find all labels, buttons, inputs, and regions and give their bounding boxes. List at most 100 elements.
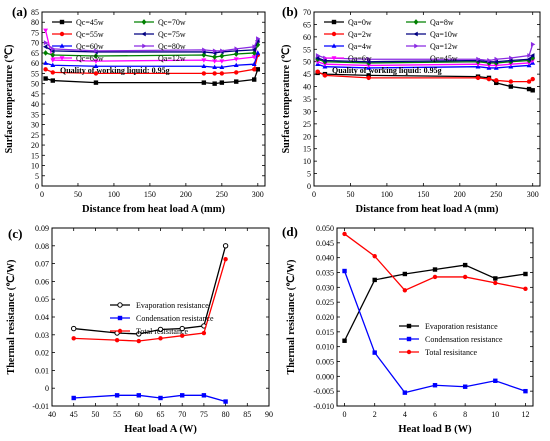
data-point — [526, 56, 531, 62]
data-point — [526, 86, 532, 92]
panel-b: (b) 0 5 10 15 20 25 30 35 40 45 50 55 60 65 70 0 50 100 150… — [281, 4, 541, 215]
data-point — [71, 325, 77, 332]
data-point — [462, 262, 468, 268]
data-point — [432, 267, 438, 272]
plot-frame — [41, 11, 266, 187]
legend-swatch-marker — [141, 31, 146, 37]
data-point — [252, 77, 257, 82]
x-tick-label: 250 — [490, 190, 502, 199]
legend-swatch-marker — [59, 56, 65, 61]
series-total-resisitance — [342, 231, 528, 293]
x-tick-label: 150 — [144, 190, 156, 199]
data-point — [93, 59, 99, 64]
data-point — [372, 350, 377, 355]
x-tick-label: 50 — [91, 410, 99, 419]
data-point — [462, 384, 468, 389]
x-tick-label: 300 — [527, 190, 539, 199]
data-point — [157, 326, 164, 333]
legend-label: Condensation resistance — [136, 314, 214, 323]
data-point — [486, 63, 492, 69]
legend-label: Total resisitance — [425, 348, 478, 357]
x-tick-label: 70 — [178, 410, 186, 419]
legend-swatch-marker — [141, 19, 147, 25]
data-point — [51, 46, 56, 52]
legend: Evaporation resistance Condensation resis… — [399, 322, 503, 357]
y-tick-label: 60 — [31, 59, 39, 68]
data-point — [402, 390, 408, 395]
y-axis-label: Surface temperature (℃) — [281, 45, 292, 154]
y-axis-label: Thermal resistance (℃/W) — [6, 260, 17, 375]
y-tick-label: -0.010 — [313, 402, 334, 411]
data-point — [255, 41, 261, 48]
data-point — [315, 53, 321, 58]
x-axis-ticks: 0 50 100 150 200 250 300 — [40, 12, 264, 199]
y-tick-label: 45 — [303, 70, 311, 79]
data-point — [234, 70, 239, 75]
data-point — [342, 231, 347, 237]
data-point — [219, 53, 225, 59]
series-qa-2w — [315, 69, 535, 84]
y-tick-label: 0.005 — [316, 358, 334, 367]
y-tick-label: -0.005 — [313, 387, 334, 396]
data-point — [322, 62, 328, 67]
x-tick-label: 8 — [463, 410, 467, 419]
legend-swatch-marker — [117, 302, 123, 308]
data-point — [342, 338, 347, 343]
data-point — [114, 337, 120, 343]
data-point — [402, 271, 408, 277]
data-point — [201, 330, 207, 336]
data-point — [530, 53, 535, 58]
x-tick-label: 75 — [200, 410, 208, 419]
data-point — [493, 63, 499, 69]
x-tick-label: 300 — [252, 190, 264, 199]
y-tick-label: -0.01 — [32, 402, 49, 411]
panel-d: (d) -0.010 -0.005 0.000 0.005 0.010 0.015 0.020… — [282, 224, 534, 435]
y-tick-label: 0.08 — [35, 242, 49, 251]
data-point — [158, 395, 163, 401]
y-tick-label: 0.010 — [316, 343, 334, 352]
x-tick-label: 45 — [70, 410, 78, 419]
y-tick-label: 0.040 — [316, 254, 334, 263]
data-point — [530, 76, 535, 82]
data-point — [315, 69, 320, 74]
legend-note: Quality of working liquid: 0.95g — [332, 66, 442, 75]
legend-label: Qc=60w — [76, 42, 104, 51]
series-qc-80w — [43, 36, 261, 54]
series-total-resisitance — [71, 256, 228, 344]
y-tick-label: 70 — [303, 8, 311, 17]
data-point — [494, 80, 499, 86]
data-point — [219, 71, 225, 76]
data-point — [508, 58, 513, 63]
data-point — [486, 76, 492, 82]
data-point — [219, 80, 225, 85]
legend-label: Qc=65w — [76, 54, 104, 63]
data-point — [180, 393, 185, 398]
data-point — [251, 47, 256, 53]
legend-note: Quality of working liquid: 0.95g — [60, 66, 170, 75]
legend-swatch-marker — [414, 43, 419, 49]
data-point — [180, 333, 185, 338]
data-point — [50, 78, 55, 83]
series-qc-45w — [43, 67, 261, 86]
data-point — [251, 50, 257, 56]
x-tick-label: 250 — [216, 190, 228, 199]
legend-label: Qc=80w — [158, 42, 186, 51]
legend-swatch-marker — [406, 349, 412, 355]
data-point — [43, 50, 49, 56]
data-point — [201, 63, 207, 69]
x-axis-label: Heat load B (W) — [398, 424, 472, 435]
legend-swatch-marker — [331, 43, 337, 48]
y-tick-label: 0.000 — [316, 372, 334, 381]
y-tick-label: 0.030 — [316, 283, 334, 292]
x-axis-label: Heat load A (W) — [124, 424, 197, 435]
x-tick-label: 65 — [157, 410, 165, 419]
data-point — [202, 47, 207, 53]
data-point — [93, 63, 99, 69]
panel-c: (c) -0.01 0 0.01 0.02 0.03 0.04 0.05 0.06 0.07 0.0… — [6, 224, 273, 435]
x-tick-label: 4 — [403, 410, 407, 419]
data-point — [530, 58, 536, 64]
legend-swatch-marker — [331, 56, 337, 61]
y-tick-label: 45 — [31, 90, 39, 99]
data-point — [255, 67, 261, 72]
data-point — [255, 50, 261, 55]
